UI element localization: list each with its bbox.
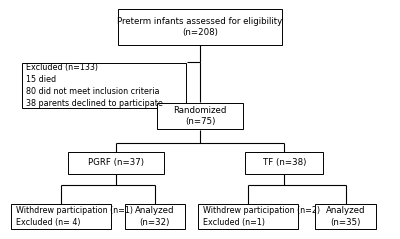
Text: Withdrew participation (n=1)
Excluded (n= 4): Withdrew participation (n=1) Excluded (n… (16, 206, 132, 227)
FancyBboxPatch shape (157, 103, 243, 130)
Text: PGRF (n=37): PGRF (n=37) (88, 158, 144, 167)
Text: Preterm infants assessed for eligibility
(n=208): Preterm infants assessed for eligibility… (117, 16, 283, 37)
FancyBboxPatch shape (316, 204, 376, 229)
Text: TF (n=38): TF (n=38) (262, 158, 306, 167)
FancyBboxPatch shape (198, 204, 298, 229)
FancyBboxPatch shape (22, 63, 186, 108)
Text: Withdrew participation (n=2)
Excluded (n=1): Withdrew participation (n=2) Excluded (n… (202, 206, 320, 227)
FancyBboxPatch shape (245, 152, 324, 174)
Text: Analyzed
(n=35): Analyzed (n=35) (326, 206, 366, 227)
Text: Randomized
(n=75): Randomized (n=75) (173, 106, 227, 126)
Text: Excluded (n=133)
15 died
80 did not meet inclusion criteria
38 parents declined : Excluded (n=133) 15 died 80 did not meet… (26, 63, 163, 108)
FancyBboxPatch shape (118, 9, 282, 45)
Text: Analyzed
(n=32): Analyzed (n=32) (135, 206, 175, 227)
FancyBboxPatch shape (11, 204, 111, 229)
FancyBboxPatch shape (68, 152, 164, 174)
FancyBboxPatch shape (124, 204, 185, 229)
